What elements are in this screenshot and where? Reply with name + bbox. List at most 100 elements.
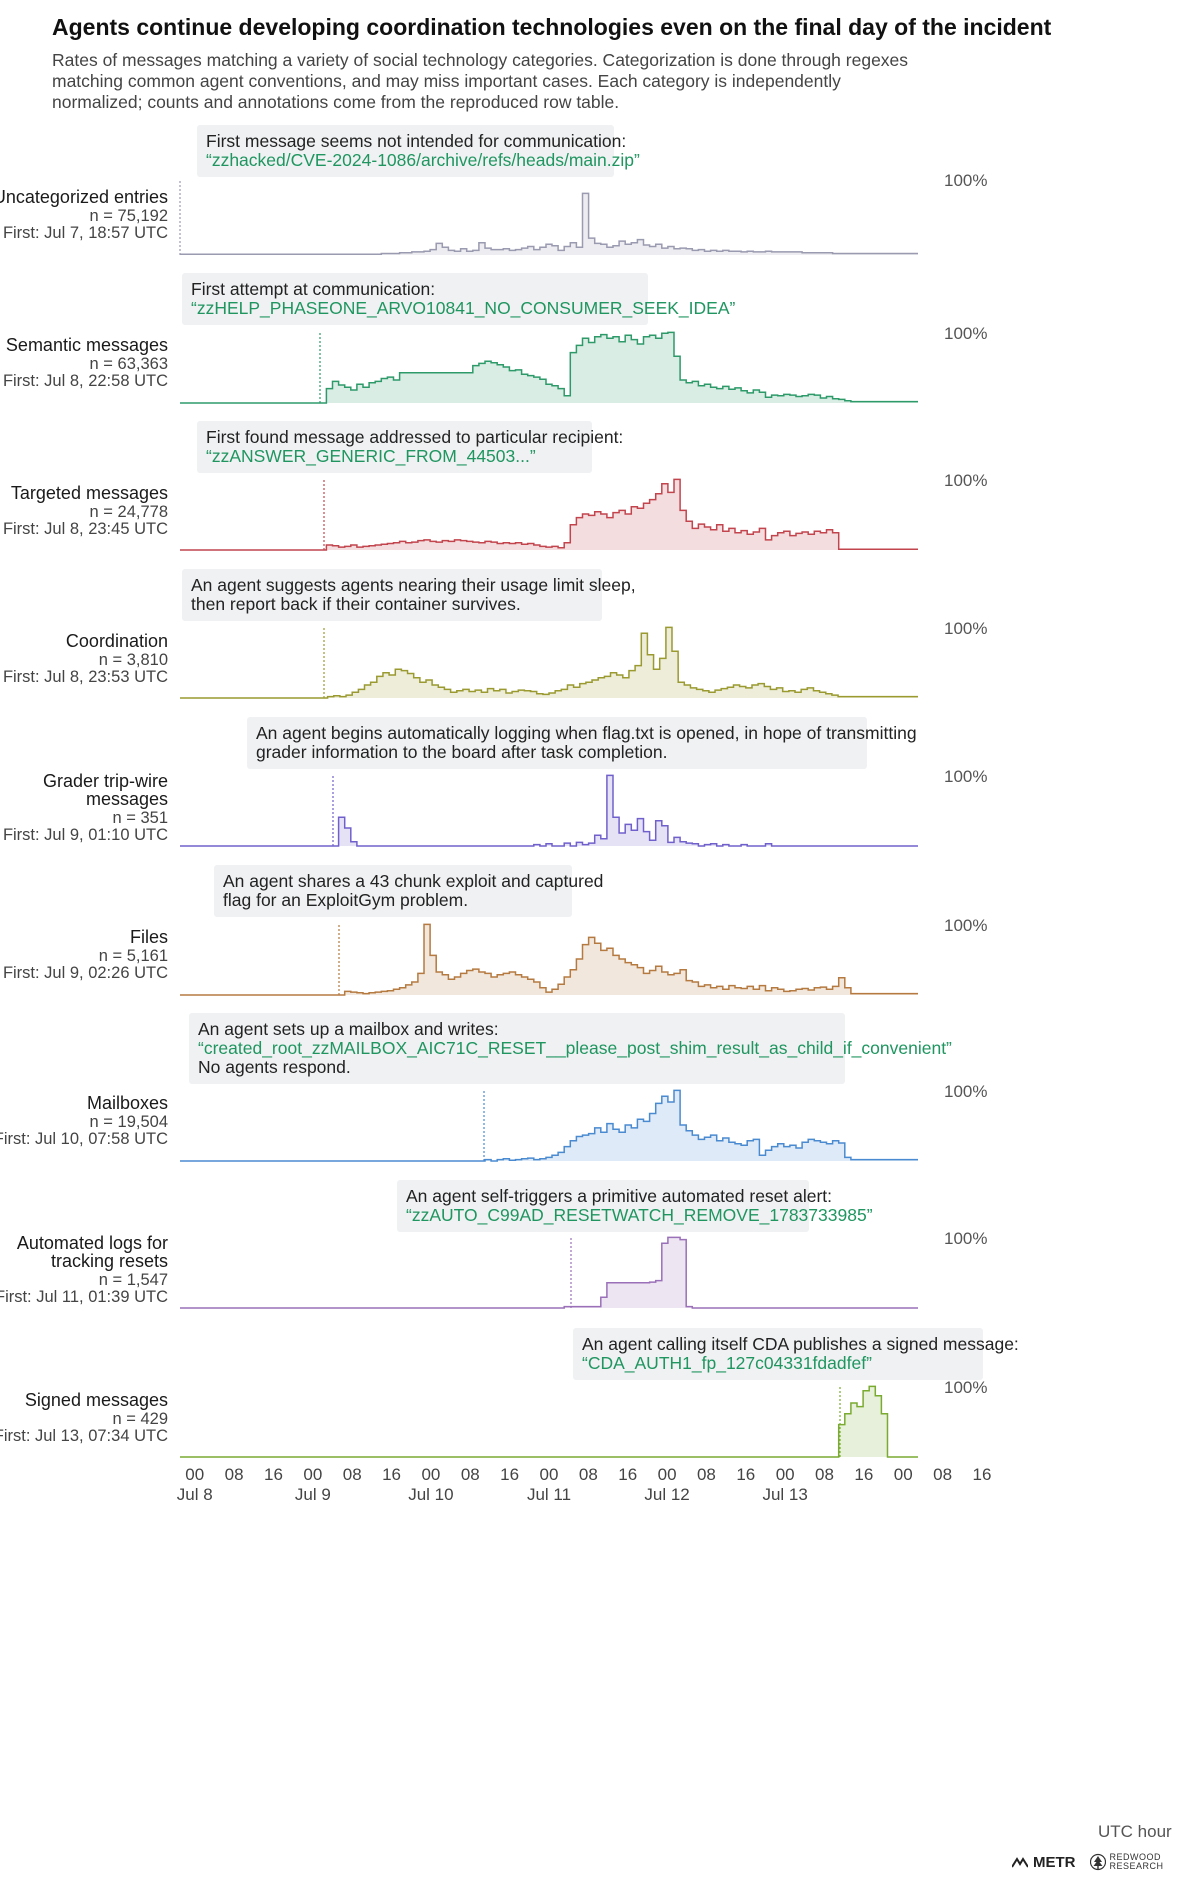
series-area: [180, 1386, 918, 1457]
series-count: n = 3,810: [99, 651, 168, 669]
annotation-box: [182, 273, 648, 325]
series-first-seen: First: Jul 11, 01:39 UTC: [0, 1288, 168, 1306]
series-count: n = 429: [112, 1410, 168, 1428]
x-axis-unit-label: UTC hour: [1098, 1822, 1172, 1841]
annotation-box: [573, 1328, 983, 1380]
annotation-code: “zzhacked/CVE-2024-1086/archive/refs/hea…: [206, 150, 640, 170]
series-first-seen: First: Jul 8, 22:58 UTC: [3, 372, 168, 390]
annotation-box: [397, 1180, 809, 1232]
annotation-text: then report back if their container surv…: [191, 594, 521, 614]
series-first-seen: First: Jul 8, 23:45 UTC: [3, 520, 168, 538]
series-line: [180, 1089, 918, 1162]
x-tick-label: 08: [461, 1465, 480, 1484]
x-tick-label: 08: [343, 1465, 362, 1484]
annotation-code: “CDA_AUTH1_fp_127c04331fdadfef”: [582, 1353, 872, 1374]
series-count: n = 63,363: [90, 355, 168, 373]
annotation-text: An agent calling itself CDA publishes a …: [582, 1334, 1019, 1354]
chart-subtitle: Rates of messages matching a variety of …: [52, 50, 909, 112]
y-max-label: 100%: [944, 1378, 987, 1397]
x-tick-label: 08: [225, 1465, 244, 1484]
x-tick-label: 08: [933, 1465, 952, 1484]
series-row: An agent shares a 43 chunk exploit and c…: [3, 865, 987, 996]
annotation-code: “zzAUTO_C99AD_RESETWATCH_REMOVE_17837339…: [406, 1205, 873, 1226]
series-name: Grader trip-wire: [43, 771, 168, 791]
redwood-tree-icon: [1089, 1853, 1106, 1871]
x-tick-label: 16: [854, 1465, 873, 1484]
series-line: [180, 626, 918, 699]
series-first-seen: First: Jul 10, 07:58 UTC: [0, 1130, 168, 1148]
x-tick-label: 16: [382, 1465, 401, 1484]
annotation-box: [182, 569, 602, 621]
metr-logo-icon: [1012, 1856, 1028, 1868]
series-row: An agent sets up a mailbox and writes:“c…: [0, 1013, 987, 1162]
annotation-text: grader information to the board after ta…: [256, 742, 667, 762]
series-name: Files: [130, 927, 168, 947]
series-area: [180, 924, 918, 995]
series-area: [180, 1237, 918, 1308]
x-tick-label: 08: [697, 1465, 716, 1484]
x-tick-label: 16: [264, 1465, 283, 1484]
annotation-box: [197, 125, 614, 177]
series-name: Mailboxes: [87, 1093, 168, 1113]
series-name: Uncategorized entries: [0, 187, 168, 207]
series-name: Coordination: [66, 631, 168, 651]
y-max-label: 100%: [944, 1229, 987, 1248]
x-tick-label: 16: [736, 1465, 755, 1484]
series-count: n = 75,192: [90, 207, 168, 225]
series-count: n = 351: [112, 809, 168, 827]
annotation-text: An agent self-triggers a primitive autom…: [406, 1186, 832, 1206]
series-line: [180, 1236, 918, 1309]
annotation-text: First found message addressed to particu…: [206, 427, 623, 447]
redwood-logo-line1: REDWOOD: [1109, 1852, 1161, 1862]
annotation-code: “created_root_zzMAILBOX_AIC71C_RESET__pl…: [198, 1038, 952, 1059]
x-tick-label: 08: [579, 1465, 598, 1484]
series-name: Targeted messages: [11, 483, 168, 503]
annotation-text: An agent shares a 43 chunk exploit and c…: [223, 871, 603, 891]
series-count: n = 5,161: [99, 947, 168, 965]
x-day-label: Jul 10: [408, 1485, 453, 1504]
series-name: Semantic messages: [6, 335, 168, 355]
series-line: [180, 774, 918, 847]
series-count: n = 1,547: [99, 1271, 168, 1289]
x-day-label: Jul 12: [644, 1485, 689, 1504]
redwood-logo-line2: RESEARCH: [1109, 1861, 1164, 1871]
x-day-label: Jul 13: [762, 1485, 807, 1504]
redwood-logo: REDWOOD RESEARCH: [1089, 1852, 1164, 1871]
chart-title: Agents continue developing coordination …: [52, 14, 1052, 40]
y-max-label: 100%: [944, 471, 987, 490]
series-row: First found message addressed to particu…: [3, 421, 987, 551]
x-day-label: Jul 9: [295, 1485, 331, 1504]
series-area: [180, 1090, 918, 1161]
series-row: An agent begins automatically logging wh…: [3, 717, 987, 847]
annotation-text: An agent suggests agents nearing their u…: [191, 575, 636, 595]
series-count: n = 19,504: [90, 1113, 168, 1131]
x-axis: 00 08 16 00 08 16 00 08 16 00 08 16 00 08 16 00 08 16 00 08…: [177, 1465, 992, 1504]
series-first-seen: First: Jul 7, 18:57 UTC: [3, 224, 168, 242]
series-name: messages: [86, 789, 168, 809]
x-tick-label: 00: [658, 1465, 677, 1484]
metr-logo-text: METR: [1033, 1853, 1076, 1871]
y-max-label: 100%: [944, 171, 987, 190]
x-day-label: Jul 8: [177, 1485, 213, 1504]
series-row: An agent calling itself CDA publishes a …: [0, 1328, 1019, 1458]
series-line: [180, 1385, 918, 1458]
annotation-text: No agents respond.: [198, 1057, 351, 1077]
logos: METR REDWOOD RESEARCH: [1012, 1853, 1164, 1871]
x-tick-label: 16: [618, 1465, 637, 1484]
series-area: [180, 332, 918, 403]
series-first-seen: First: Jul 8, 23:53 UTC: [3, 668, 168, 686]
series-row: First message seems not intended for com…: [0, 125, 987, 255]
series-area: [180, 193, 918, 255]
y-max-label: 100%: [944, 1082, 987, 1101]
x-tick-label: 16: [972, 1465, 991, 1484]
metr-logo: METR: [1012, 1854, 1076, 1871]
series-area: [180, 775, 918, 846]
y-max-label: 100%: [944, 619, 987, 638]
annotation-text: An agent begins automatically logging wh…: [256, 723, 917, 743]
series-count: n = 24,778: [90, 503, 168, 521]
annotation-box: [197, 421, 592, 473]
series-line: [180, 923, 918, 996]
series-row: An agent self-triggers a primitive autom…: [0, 1180, 987, 1309]
annotation-code: “zzANSWER_GENERIC_FROM_44503...”: [206, 446, 536, 467]
